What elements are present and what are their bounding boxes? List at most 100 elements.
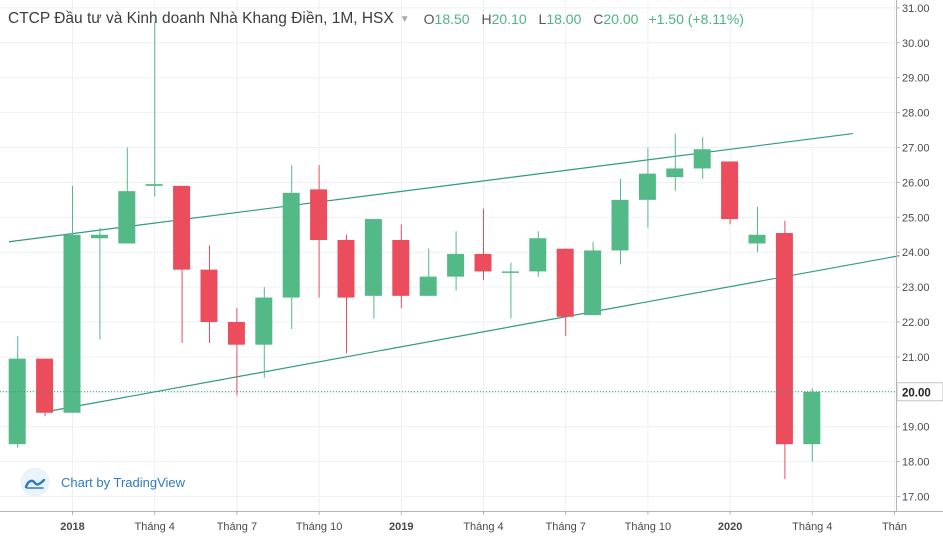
candle — [118, 147, 136, 244]
time-axis: 2018 Tháng 4 Tháng 7 Tháng 10 2019 Tháng 4 Thá… — [60, 511, 907, 533]
candle-body — [282, 192, 300, 298]
candle — [501, 262, 519, 319]
candle-body — [118, 191, 136, 244]
candle-body — [447, 253, 465, 277]
candle — [611, 178, 629, 265]
candle — [90, 227, 108, 340]
candle-body — [63, 234, 81, 413]
candle-body — [8, 358, 26, 445]
candle — [200, 245, 218, 343]
candle-body — [90, 234, 108, 239]
price-change: +1.50 (+8.11%) — [648, 11, 744, 27]
candle — [36, 358, 54, 417]
candle-body — [638, 173, 656, 200]
price-tick-label: 29.00 — [902, 73, 930, 85]
price-tick-label: 30.00 — [902, 38, 930, 50]
candle — [693, 137, 711, 179]
chart-legend: CTCP Đầu tư và Kinh doanh Nhà Khang Điền… — [8, 9, 744, 29]
last-price-badge: 20.00 — [896, 382, 943, 402]
high-value: 20.10 — [491, 11, 527, 27]
candle — [255, 287, 273, 378]
price-tick-label: 24.00 — [902, 247, 930, 259]
price-tick-label: 31.00 — [902, 3, 930, 15]
price-axis: 17.00 18.00 19.00 20.00 21.00 22.00 23.00 24.00… — [896, 3, 930, 504]
open-key: O — [423, 11, 435, 27]
candle-body — [501, 271, 519, 273]
low-key: L — [538, 11, 547, 27]
candle-body — [392, 239, 410, 296]
candle — [8, 335, 26, 448]
price-tick-label: 22.00 — [902, 317, 930, 329]
low-value: 18.00 — [546, 11, 582, 27]
candle — [556, 248, 574, 336]
candle — [310, 164, 328, 298]
candle-body — [200, 269, 218, 322]
candle-body — [529, 238, 547, 272]
candle-body — [611, 199, 629, 251]
candle-body — [227, 322, 245, 345]
candle — [282, 164, 300, 329]
price-tick-label: 28.00 — [902, 108, 930, 120]
candle-body — [419, 276, 437, 296]
candle-body — [748, 234, 766, 244]
candle-body — [255, 297, 273, 345]
candle-body — [721, 161, 739, 220]
time-tick-label: Tháng 4 — [792, 521, 832, 533]
time-tick-label: Tháng 7 — [217, 521, 257, 533]
candle-body — [474, 253, 492, 272]
last-price-label: 20.00 — [902, 387, 931, 399]
price-tick-label: 18.00 — [902, 457, 930, 469]
candle — [419, 248, 437, 296]
chevron-down-icon[interactable]: ▼ — [399, 13, 410, 25]
candle-body — [36, 358, 54, 413]
candle — [529, 231, 547, 277]
time-tick-label: Thán — [882, 521, 907, 533]
candle — [337, 234, 355, 354]
ohlc-values: O18.50 H20.10 L18.00 C20.00 — [424, 11, 639, 27]
candle-body — [803, 391, 821, 445]
candle-body — [310, 189, 328, 240]
grid-lines — [0, 0, 896, 511]
price-tick-label: 17.00 — [902, 492, 930, 504]
symbol-title[interactable]: CTCP Đầu tư và Kinh doanh Nhà Khang Điền… — [8, 10, 394, 27]
candle — [364, 219, 382, 319]
time-tick-label: Tháng 10 — [296, 521, 342, 533]
candle — [748, 206, 766, 253]
time-tick-label: Tháng 7 — [546, 521, 586, 533]
time-tick-label: 2019 — [389, 521, 413, 533]
candle — [638, 147, 656, 228]
candle-body — [364, 219, 382, 296]
time-tick-label: Tháng 4 — [135, 521, 175, 533]
price-tick-label: 19.00 — [902, 422, 930, 434]
candle-body — [693, 149, 711, 169]
price-tick-label: 26.00 — [902, 177, 930, 189]
tradingview-logo-icon — [20, 467, 50, 497]
candle-body — [173, 185, 191, 270]
price-tick-label: 25.00 — [902, 212, 930, 224]
last-price-badge-bg — [896, 382, 943, 402]
time-tick-label: Tháng 10 — [625, 521, 671, 533]
trendline — [8, 132, 853, 243]
time-tick-label: Tháng 4 — [463, 521, 503, 533]
close-key: C — [593, 11, 604, 27]
candle — [63, 185, 81, 413]
candle — [173, 185, 191, 343]
candle — [227, 308, 245, 396]
high-key: H — [481, 11, 492, 27]
candle-body — [556, 248, 574, 317]
candle — [474, 208, 492, 281]
candle-body — [337, 239, 355, 298]
candle-body — [775, 233, 793, 445]
candle — [721, 161, 739, 225]
candle — [392, 224, 410, 309]
candle-body — [666, 168, 684, 178]
price-tick-label: 27.00 — [902, 143, 930, 155]
attribution-label: Chart by TradingView — [61, 474, 186, 490]
candle — [803, 388, 821, 462]
tradingview-attribution[interactable]: Chart by TradingView — [20, 467, 185, 497]
candle — [584, 241, 602, 316]
trendline — [49, 255, 900, 412]
candles — [8, 21, 821, 480]
